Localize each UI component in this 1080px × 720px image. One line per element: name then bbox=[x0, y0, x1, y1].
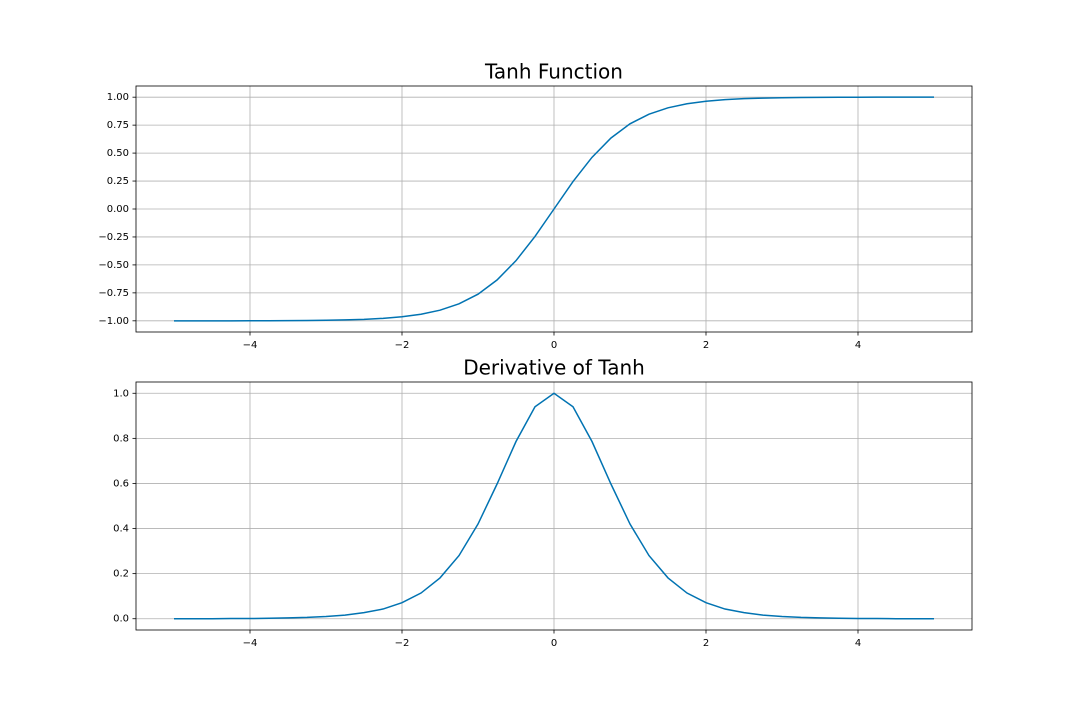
y-tick-label: 0.00 bbox=[107, 204, 129, 215]
y-tick-label: 0.6 bbox=[113, 478, 129, 489]
x-tick-label: 0 bbox=[551, 340, 557, 351]
line bbox=[174, 96, 934, 322]
x-tick-label: 4 bbox=[855, 340, 861, 351]
y-tick-label: 1.0 bbox=[113, 388, 129, 399]
y-tick-label: 0.25 bbox=[107, 176, 129, 187]
y-tick-label: 0.0 bbox=[113, 614, 129, 625]
axes-frame bbox=[135, 85, 973, 333]
y-tick-label: −0.75 bbox=[98, 288, 129, 299]
line bbox=[174, 392, 934, 620]
y-tick-label: 0.2 bbox=[113, 569, 129, 580]
x-tick-label: 4 bbox=[855, 638, 861, 649]
x-tick-label: −4 bbox=[243, 638, 258, 649]
x-tick-label: −2 bbox=[395, 340, 410, 351]
x-tick-label: 2 bbox=[703, 340, 709, 351]
y-tick-label: 0.8 bbox=[113, 433, 129, 444]
x-tick-label: −4 bbox=[243, 340, 258, 351]
chart-title: Tanh Function bbox=[484, 60, 623, 84]
y-tick-label: 0.4 bbox=[113, 524, 129, 535]
y-tick-label: −1.00 bbox=[98, 316, 129, 327]
x-tick-label: 0 bbox=[551, 638, 557, 649]
x-tick-label: −2 bbox=[395, 638, 410, 649]
x-tick-label: 2 bbox=[703, 638, 709, 649]
axes-frame bbox=[135, 381, 973, 631]
y-tick-label: 1.00 bbox=[107, 92, 129, 103]
y-tick-label: 0.75 bbox=[107, 120, 129, 131]
y-tick-label: −0.50 bbox=[98, 260, 129, 271]
y-tick-label: −0.25 bbox=[98, 232, 129, 243]
y-tick-label: 0.50 bbox=[107, 148, 129, 159]
chart-title: Derivative of Tanh bbox=[463, 356, 645, 380]
